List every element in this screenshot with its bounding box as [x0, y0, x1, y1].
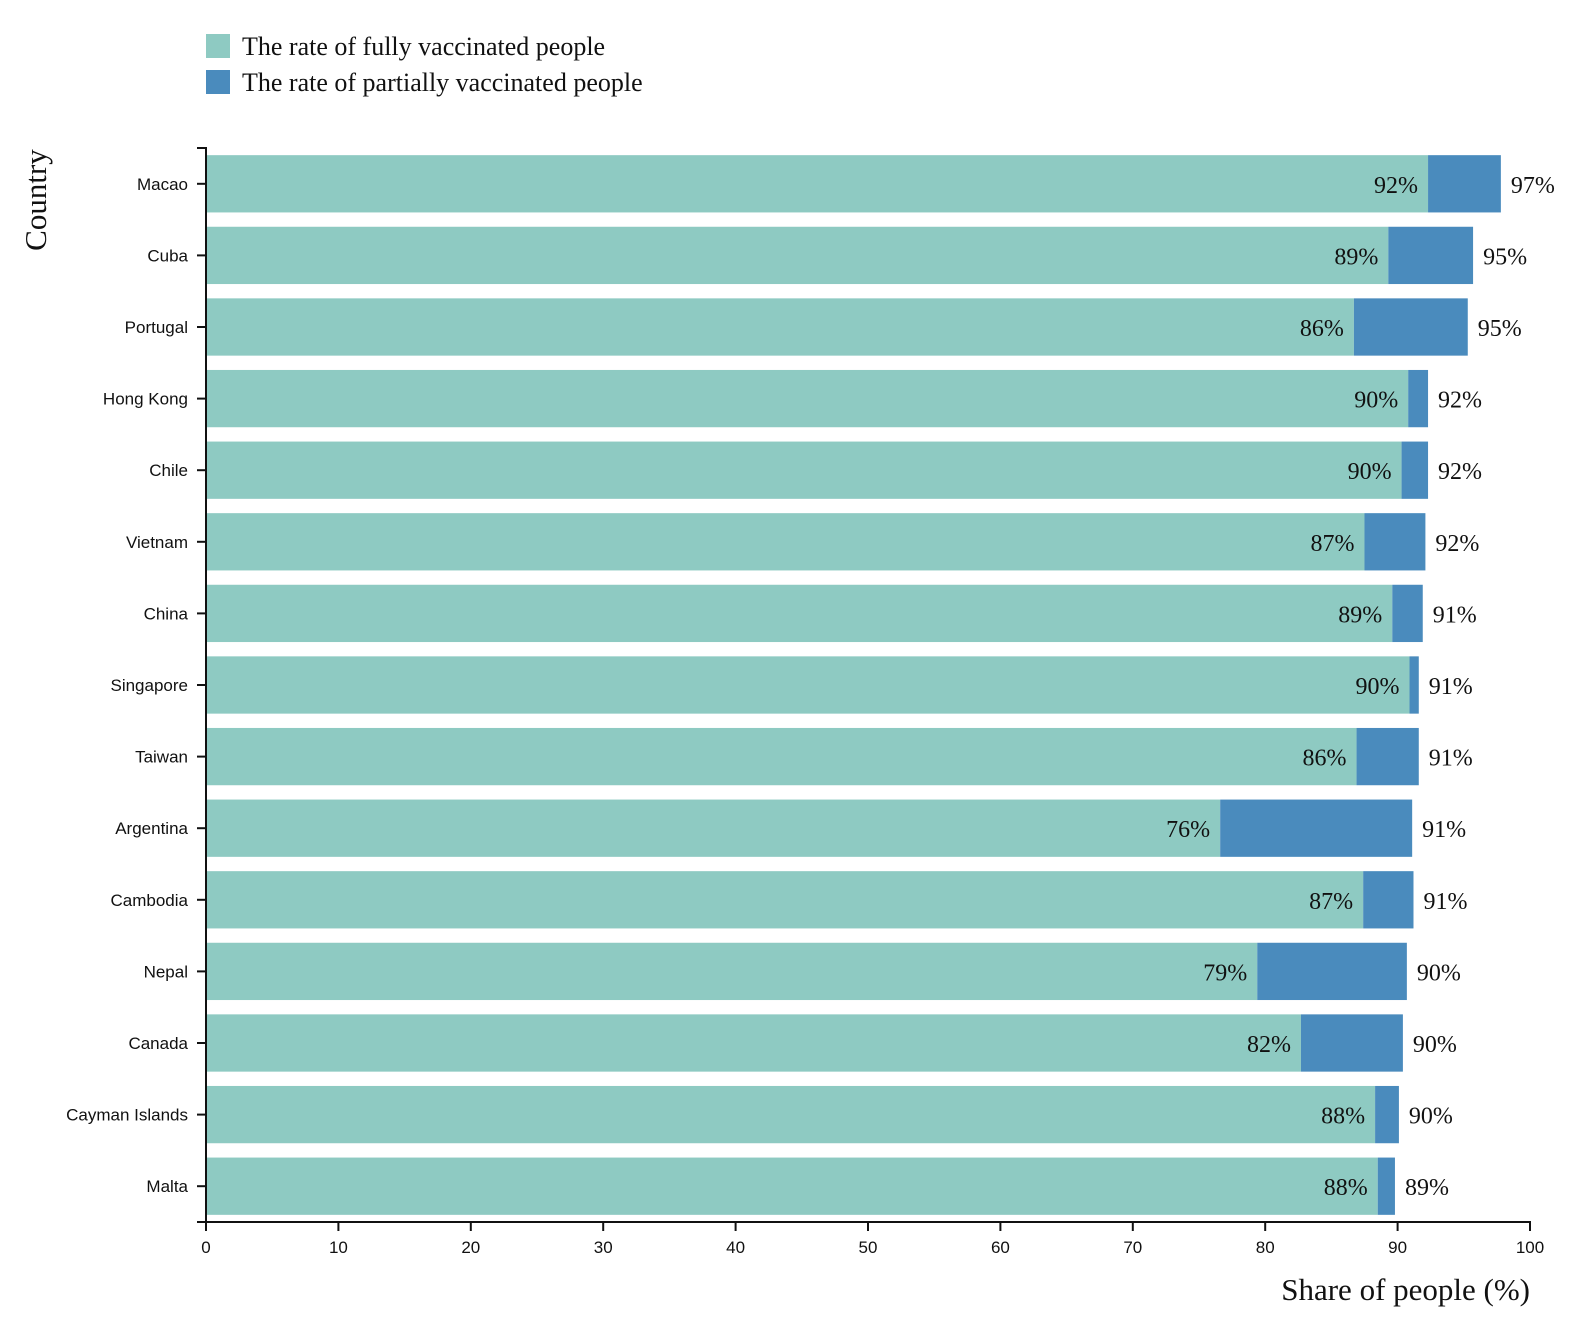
- bar-argentina-partially: [1220, 799, 1413, 857]
- bar-hong-kong-fully: [206, 369, 1409, 428]
- legend-swatch-2: [206, 70, 230, 94]
- bar-nepal-partially: [1257, 942, 1407, 1001]
- data-label-hong-kong-total: 92%: [1438, 388, 1482, 414]
- y-axis-line: [197, 147, 207, 1223]
- x-tick-label-10: 10: [329, 1238, 348, 1257]
- data-label-macao-total: 97%: [1511, 173, 1555, 199]
- y-tick-label-argentina: Argentina: [115, 819, 188, 838]
- y-tick-label-portugal: Portugal: [125, 318, 188, 337]
- data-label-cayman-islands-total: 90%: [1409, 1104, 1453, 1130]
- bar-singapore-fully: [206, 656, 1410, 714]
- bar-cambodia-fully: [206, 871, 1364, 929]
- data-label-cuba-fully: 89%: [1334, 244, 1378, 270]
- x-tick-label-80: 80: [1256, 1238, 1275, 1257]
- data-label-vietnam-total: 92%: [1435, 531, 1479, 557]
- y-tick-label-nepal: Nepal: [144, 962, 188, 981]
- data-label-cambodia-total: 91%: [1423, 889, 1467, 915]
- bar-cayman-islands-fully: [206, 1085, 1376, 1144]
- data-label-macao-fully: 92%: [1374, 173, 1418, 199]
- y-tick-label-taiwan: Taiwan: [135, 748, 188, 767]
- data-label-hong-kong-fully: 90%: [1354, 388, 1398, 414]
- bar-canada-partially: [1300, 1014, 1403, 1072]
- data-label-taiwan-fully: 86%: [1303, 746, 1347, 772]
- y-tick-label-cuba: Cuba: [147, 246, 188, 265]
- data-label-nepal-fully: 79%: [1203, 960, 1247, 986]
- y-tick-label-canada: Canada: [128, 1034, 188, 1053]
- x-tick-label-20: 20: [461, 1238, 480, 1257]
- bars: 92% 97% 89% 95% 86% 95% 90% 92% 90% 92% 87% 92% 89% 9…: [206, 155, 1555, 1215]
- data-label-vietnam-fully: 87%: [1311, 531, 1355, 557]
- data-label-argentina-fully: 76%: [1166, 817, 1210, 843]
- data-label-cayman-islands-fully: 88%: [1321, 1104, 1365, 1130]
- x-tick-label-30: 30: [594, 1238, 613, 1257]
- bar-malta-partially: [1377, 1157, 1395, 1215]
- data-label-portugal-fully: 86%: [1300, 316, 1344, 342]
- x-tick-label-40: 40: [726, 1238, 745, 1257]
- bar-singapore-partially: [1409, 656, 1419, 714]
- x-axis: 0 10 20 30 40 50 60 70 80 90 100: [201, 1221, 1544, 1257]
- data-label-cuba-total: 95%: [1483, 244, 1527, 270]
- data-label-malta-total: 89%: [1405, 1175, 1449, 1201]
- bar-chile-fully: [206, 441, 1402, 499]
- bar-canada-fully: [206, 1014, 1301, 1072]
- data-label-taiwan-total: 91%: [1429, 746, 1473, 772]
- bar-vietnam-fully: [206, 513, 1365, 571]
- data-label-chile-fully: 90%: [1348, 459, 1392, 485]
- x-tick-label-100: 100: [1516, 1238, 1544, 1257]
- bar-argentina-fully: [206, 799, 1221, 857]
- bar-cuba-partially: [1388, 226, 1474, 285]
- y-tick-label-macao: Macao: [137, 175, 188, 194]
- bar-cuba-fully: [206, 226, 1389, 285]
- bar-cayman-islands-partially: [1375, 1085, 1399, 1144]
- data-label-cambodia-fully: 87%: [1309, 889, 1353, 915]
- bar-taiwan-fully: [206, 727, 1357, 786]
- legend-label-1: The rate of fully vaccinated people: [242, 32, 605, 61]
- bar-nepal-fully: [206, 942, 1258, 1001]
- x-tick-label-90: 90: [1388, 1238, 1407, 1257]
- legend-label-2: The rate of partially vaccinated people: [242, 68, 643, 97]
- legend-swatch-1: [206, 34, 230, 58]
- x-tick-label-0: 0: [201, 1238, 210, 1257]
- y-tick-label-singapore: Singapore: [110, 676, 188, 695]
- y-tick-label-vietnam: Vietnam: [126, 533, 188, 552]
- y-axis: Macao Cuba Portugal Hong Kong Chile Vietnam Ch…: [66, 147, 207, 1223]
- data-label-singapore-fully: 90%: [1356, 674, 1400, 700]
- y-tick-label-chile: Chile: [149, 461, 188, 480]
- data-label-singapore-total: 91%: [1429, 674, 1473, 700]
- y-axis-title: Country: [18, 149, 53, 251]
- bar-china-fully: [206, 584, 1393, 643]
- legend: The rate of fully vaccinated people The r…: [206, 32, 643, 97]
- bar-cambodia-partially: [1363, 871, 1414, 929]
- bar-macao-partially: [1428, 155, 1501, 213]
- data-label-canada-total: 90%: [1413, 1032, 1457, 1058]
- bar-china-partially: [1392, 584, 1423, 643]
- y-tick-label-china: China: [144, 604, 189, 623]
- data-label-argentina-total: 91%: [1422, 817, 1466, 843]
- x-axis-title: Share of people (%): [1281, 1272, 1530, 1307]
- data-label-portugal-total: 95%: [1478, 316, 1522, 342]
- y-tick-label-cambodia: Cambodia: [111, 891, 189, 910]
- x-tick-label-60: 60: [991, 1238, 1010, 1257]
- x-tick-label-50: 50: [859, 1238, 878, 1257]
- data-label-china-fully: 89%: [1338, 602, 1382, 628]
- y-tick-label-cayman-islands: Cayman Islands: [66, 1106, 188, 1125]
- bar-portugal-fully: [206, 298, 1354, 356]
- bar-hong-kong-partially: [1408, 369, 1429, 428]
- y-tick-label-hong-kong: Hong Kong: [103, 390, 188, 409]
- data-label-canada-fully: 82%: [1247, 1032, 1291, 1058]
- bar-vietnam-partially: [1364, 513, 1426, 571]
- bar-malta-fully: [206, 1157, 1378, 1215]
- bar-chile-partially: [1401, 441, 1429, 499]
- bar-macao-fully: [206, 155, 1429, 213]
- data-label-nepal-total: 90%: [1417, 960, 1461, 986]
- data-label-malta-fully: 88%: [1324, 1175, 1368, 1201]
- bar-taiwan-partially: [1356, 727, 1419, 786]
- y-tick-label-malta: Malta: [146, 1177, 188, 1196]
- data-label-chile-total: 92%: [1438, 459, 1482, 485]
- x-tick-label-70: 70: [1123, 1238, 1142, 1257]
- bar-portugal-partially: [1353, 298, 1468, 356]
- data-label-china-total: 91%: [1433, 602, 1477, 628]
